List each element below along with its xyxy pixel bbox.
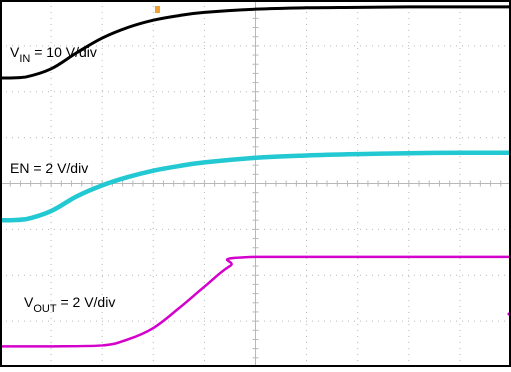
trigger-position-marker: [155, 6, 160, 13]
vout-scale-label: VOUT = 2 V/div: [24, 294, 115, 315]
traces: [0, 5, 511, 348]
en-scale-label: EN = 2 V/div: [10, 160, 88, 176]
vout-trace: [0, 255, 511, 348]
vin-scale-label: VIN = 10 V/div: [10, 44, 97, 65]
en-trace: [0, 150, 511, 223]
vin-trace: [0, 5, 511, 80]
annotations: VIN = 10 V/div EN = 2 V/div VOUT = 2 V/d…: [10, 44, 115, 315]
